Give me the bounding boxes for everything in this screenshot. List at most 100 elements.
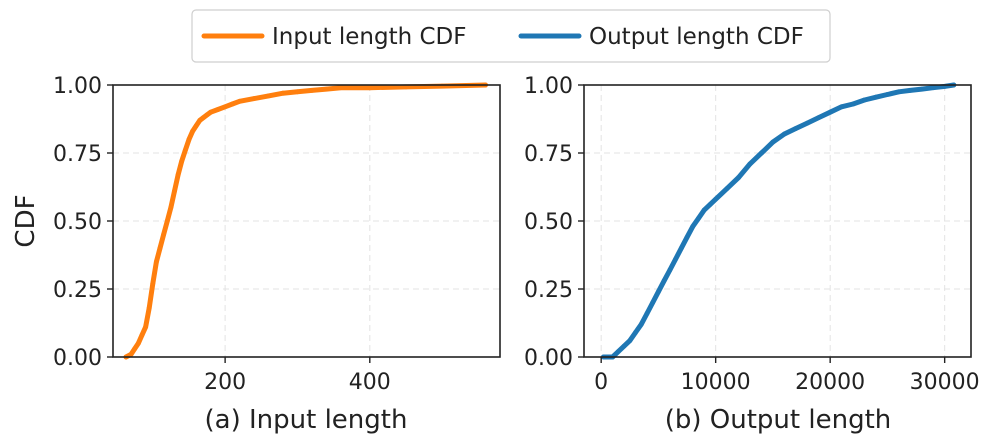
data-point-output xyxy=(747,161,753,167)
y-tick-label: 1.00 xyxy=(524,74,573,99)
data-point-input xyxy=(132,346,138,352)
data-point-output xyxy=(690,224,696,229)
data-point-input xyxy=(172,188,177,194)
data-point-output xyxy=(793,126,799,131)
data-point-input xyxy=(150,281,156,286)
data-point-output xyxy=(656,289,661,295)
data-point-output xyxy=(673,256,678,262)
x-tick-label: 10000 xyxy=(681,370,751,395)
data-point-output xyxy=(678,245,684,251)
data-point-output xyxy=(873,94,879,100)
grid-output xyxy=(584,84,971,358)
data-point-input xyxy=(154,259,159,265)
data-point-output xyxy=(736,175,741,180)
data-point-input xyxy=(128,351,134,357)
y-tick-label: 0.25 xyxy=(53,278,102,303)
data-point-output xyxy=(919,86,925,92)
data-point-input xyxy=(208,109,214,115)
data-point-input xyxy=(190,128,196,134)
y-tick-label: 0.00 xyxy=(53,346,102,371)
y-tick-label: 0.75 xyxy=(524,142,573,167)
grid-input xyxy=(113,84,500,358)
y-tick-label: 0.50 xyxy=(524,210,573,235)
data-point-output xyxy=(804,120,810,126)
y-tick-label: 0.75 xyxy=(53,142,102,167)
data-point-input xyxy=(204,112,210,118)
y-tick-label: 1.00 xyxy=(53,74,102,99)
data-point-input xyxy=(197,118,203,123)
x-tick-label: 20000 xyxy=(795,370,865,395)
data-point-input xyxy=(324,86,329,92)
x-tick-label: 400 xyxy=(349,370,391,395)
data-point-output xyxy=(930,85,936,91)
data-point-output xyxy=(839,104,844,110)
data-point-input xyxy=(280,90,286,96)
legend-label-input: Input length CDF xyxy=(272,24,467,50)
data-point-output xyxy=(724,186,730,191)
data-point-input xyxy=(139,332,145,338)
data-point-output xyxy=(827,109,833,115)
legend-frame xyxy=(191,9,831,63)
data-point-output xyxy=(684,234,690,240)
data-point-input xyxy=(186,137,192,142)
y-ticks-input: 0.00 0.25 0.50 0.75 1.00 xyxy=(53,74,113,371)
data-point-input xyxy=(251,96,257,101)
data-point-output xyxy=(850,101,856,107)
data-point-output xyxy=(782,131,787,137)
y-tick-label: 0.25 xyxy=(524,278,573,303)
panel-output-length: 0.00 0.25 0.50 0.75 1.00 0 10000 20000 30000 (b… xyxy=(524,74,980,435)
x-tick-label: 200 xyxy=(204,370,246,395)
x-axis-label-input: (a) Input length xyxy=(205,405,408,435)
data-point-output xyxy=(713,196,719,202)
data-point-input xyxy=(182,147,188,153)
data-point-input xyxy=(193,123,199,129)
data-point-input xyxy=(222,104,228,110)
data-point-input xyxy=(230,101,235,107)
y-ticks-output: 0.00 0.25 0.50 0.75 1.00 xyxy=(524,74,584,371)
x-ticks-input: 200 400 xyxy=(204,357,391,395)
x-axis-label-output: (b) Output length xyxy=(665,405,892,435)
series-group-output xyxy=(601,82,957,360)
data-point-input xyxy=(179,158,185,164)
data-point-output xyxy=(907,88,913,93)
data-point-input xyxy=(164,218,170,224)
data-point-output xyxy=(615,349,621,354)
data-point-input xyxy=(295,89,300,95)
data-point-input xyxy=(367,85,373,91)
data-point-input xyxy=(309,88,315,93)
x-ticks-output: 0 10000 20000 30000 xyxy=(594,357,980,395)
data-point-input xyxy=(266,93,271,99)
data-point-input xyxy=(338,85,344,91)
data-point-output xyxy=(896,89,902,95)
x-tick-label: 0 xyxy=(594,370,608,395)
data-point-output xyxy=(770,139,776,145)
data-point-output xyxy=(667,267,673,273)
data-point-input xyxy=(215,107,221,112)
data-point-output xyxy=(862,97,867,103)
data-point-output xyxy=(650,300,656,305)
data-point-input xyxy=(135,341,141,346)
data-point-input xyxy=(201,115,206,120)
data-point-input xyxy=(237,98,243,104)
data-point-output xyxy=(701,207,707,213)
data-point-input xyxy=(175,172,181,178)
data-point-input xyxy=(143,324,149,330)
data-point-output xyxy=(707,202,713,208)
y-axis-label-input: CDF xyxy=(11,194,41,247)
data-point-output xyxy=(621,343,627,349)
legend-label-output: Output length CDF xyxy=(589,24,804,50)
data-point-output xyxy=(759,150,764,156)
y-tick-label: 0.50 xyxy=(53,210,102,235)
data-point-output xyxy=(816,115,822,120)
data-point-output xyxy=(644,311,650,316)
panel-input-length: 0.00 0.25 0.50 0.75 1.00 200 400 CDF (a) Inpu… xyxy=(11,74,501,435)
data-point-output xyxy=(638,322,644,327)
y-tick-label: 0.00 xyxy=(524,346,573,371)
data-point-input xyxy=(161,232,167,238)
data-point-output xyxy=(633,330,638,335)
data-point-output xyxy=(696,215,701,221)
data-point-input xyxy=(146,305,152,311)
legend: Input length CDF Output length CDF xyxy=(191,9,831,63)
data-point-output xyxy=(885,92,890,97)
